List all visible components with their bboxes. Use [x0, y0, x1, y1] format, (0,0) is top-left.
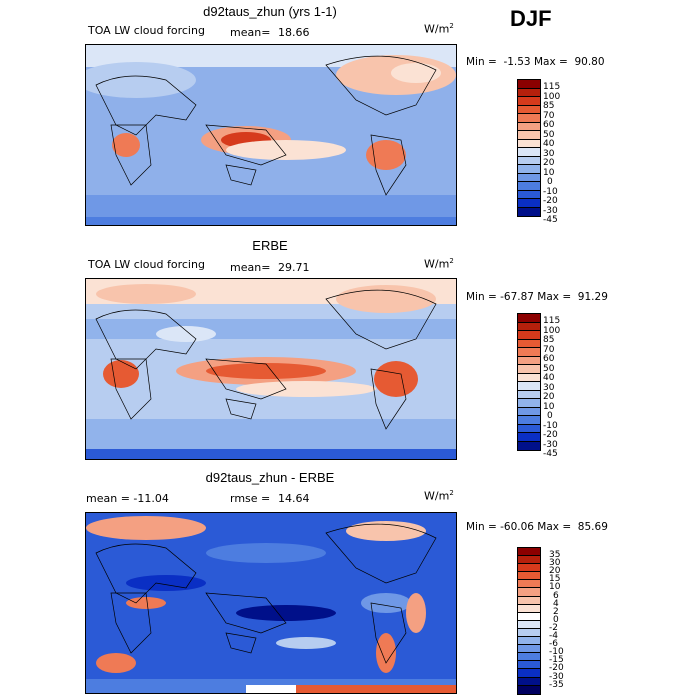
panel-1-map [85, 44, 457, 226]
cbar-2-tick: 85 [543, 335, 555, 345]
cbar-3-tick: -10 [549, 647, 564, 658]
cbar-2-tick: 20 [543, 392, 555, 402]
panel-1-mean-value: 18.66 [278, 26, 310, 39]
panel-1-colorbar [517, 79, 541, 217]
panel-3-units: W/m2 [424, 489, 454, 503]
panel-2-mean-label: mean= [230, 261, 271, 274]
cbar-2-tick: 115 [543, 316, 561, 326]
panel-3-colorbar [517, 547, 541, 695]
panel-2-title: ERBE [252, 238, 288, 253]
cbar-3-tick: 0 [553, 614, 559, 625]
cbar-1-tick: -30 [543, 205, 558, 216]
cbar-1-tick: 85 [543, 101, 555, 111]
cbar-1-tick: 30 [543, 148, 555, 159]
panel-3-rmse-label: rmse = [230, 492, 271, 505]
panel-2-map-field [86, 279, 456, 459]
cbar-3-tick: 20 [549, 566, 561, 577]
cbar-2-tick: -20 [543, 430, 558, 440]
cbar-3-tick: 15 [549, 574, 561, 585]
cbar-3-tick: -4 [549, 631, 558, 641]
cbar-3-tick: -35 [549, 679, 564, 690]
panel-2-field-label: TOA LW cloud forcing [88, 258, 205, 271]
cbar-3-tick: 30 [549, 558, 561, 569]
cbar-3-tick: 4 [553, 598, 559, 609]
cbar-2-tick: -30 [543, 439, 558, 450]
cbar-1-tick: 10 [543, 167, 555, 178]
panel-1-minmax: Min = -1.53 Max = 90.80 [466, 56, 605, 68]
cbar-2-tick: 0 [547, 411, 553, 421]
cbar-2-tick: 40 [543, 373, 555, 383]
cbar-3-tick: 10 [549, 582, 561, 593]
cbar-1-tick: 115 [543, 82, 561, 92]
panel-2-map [85, 278, 457, 460]
panel-1-field-label: TOA LW cloud forcing [88, 24, 205, 37]
panel-3-mean-label: mean = -11.04 [86, 492, 169, 505]
cbar-1-tick: -20 [543, 196, 558, 206]
cbar-2-tick: -10 [543, 420, 558, 431]
season-title: DJF [510, 6, 552, 31]
panel-3-map [85, 512, 457, 694]
panel-1-units: W/m2 [424, 22, 454, 36]
cbar-2-tick: 10 [543, 401, 555, 412]
cbar-1-tick: 50 [543, 129, 555, 140]
cbar-1-tick: 60 [543, 120, 555, 130]
panel-3-title: d92taus_zhun - ERBE [205, 470, 335, 485]
cbar-1-tick: -45 [543, 215, 558, 225]
cbar-2-tick: -45 [543, 449, 558, 459]
cbar-1-tick: 0 [547, 177, 553, 187]
panel-2-units: W/m2 [424, 257, 454, 271]
cbar-3-tick: -6 [549, 639, 558, 650]
cbar-3-tick: -30 [549, 671, 564, 682]
cbar-1-tick: 100 [543, 91, 561, 102]
panel-3-rmse-value: 14.64 [278, 492, 310, 505]
cbar-3-tick: 6 [553, 590, 559, 601]
cbar-2-tick: 50 [543, 363, 555, 374]
cbar-3-tick: -2 [549, 622, 558, 633]
panel-3-map-field [86, 513, 456, 693]
cbar-1-tick: -10 [543, 186, 558, 197]
panel-3-minmax: Min = -60.06 Max = 85.69 [466, 521, 608, 533]
panel-2-minmax: Min = -67.87 Max = 91.29 [466, 291, 608, 303]
cbar-3-tick: -15 [549, 655, 564, 666]
cbar-2-tick: 60 [543, 354, 555, 364]
cbar-1-tick: 20 [543, 158, 555, 168]
panel-1-mean-label: mean= [230, 26, 271, 39]
panel-1-map-field [86, 45, 456, 225]
cbar-2-tick: 70 [543, 344, 555, 355]
panel-2-mean-value: 29.71 [278, 261, 310, 274]
cbar-1-tick: 40 [543, 139, 555, 149]
cbar-2-tick: 30 [543, 382, 555, 393]
cbar-3-tick: 35 [549, 550, 561, 560]
cbar-2-tick: 100 [543, 325, 561, 336]
cbar-3-tick: -20 [549, 663, 564, 674]
panel-2-colorbar [517, 313, 541, 451]
cbar-1-tick: 70 [543, 110, 555, 121]
cbar-3-tick: 2 [553, 606, 559, 617]
panel-1-title: d92taus_zhun (yrs 1-1) [203, 4, 337, 19]
